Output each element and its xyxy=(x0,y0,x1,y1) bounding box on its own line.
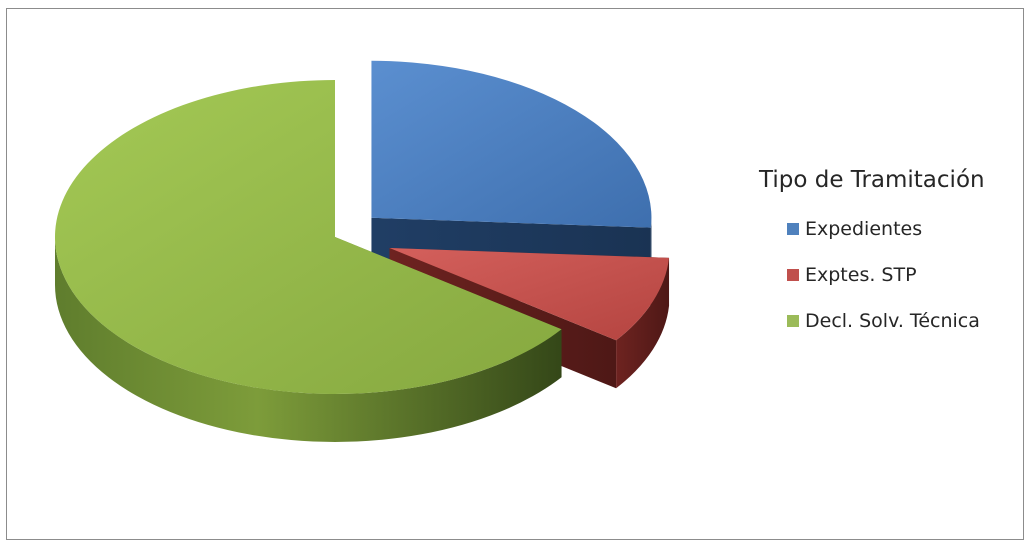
legend-title: Tipo de Tramitación xyxy=(759,167,985,193)
legend-item-decl-solv-tecnica: Decl. Solv. Técnica xyxy=(759,309,1029,333)
legend-swatch xyxy=(787,223,799,235)
chart-area: Tipo de Tramitación Expedientes Exptes. … xyxy=(6,8,1024,540)
legend-label: Exptes. STP xyxy=(805,264,917,286)
pie-slice-side-exptes-stp-0 xyxy=(616,257,670,389)
pie-slice-exptes-stp xyxy=(389,248,670,341)
legend-swatch xyxy=(787,269,799,281)
legend-item-exptes-stp: Exptes. STP xyxy=(759,263,1029,287)
legend: Tipo de Tramitación Expedientes Exptes. … xyxy=(759,167,1029,355)
legend-item-expedientes: Expedientes xyxy=(759,217,1029,241)
pie-slice-expedientes xyxy=(371,60,652,228)
pie-slice-decl-solv-tecnica xyxy=(54,79,562,394)
pie-chart xyxy=(54,60,670,442)
pie-slice-side-decl-solv-tecnica-0 xyxy=(55,237,562,442)
legend-label: Expedientes xyxy=(805,218,923,240)
legend-label: Decl. Solv. Técnica xyxy=(805,310,980,332)
legend-swatch xyxy=(787,315,799,327)
